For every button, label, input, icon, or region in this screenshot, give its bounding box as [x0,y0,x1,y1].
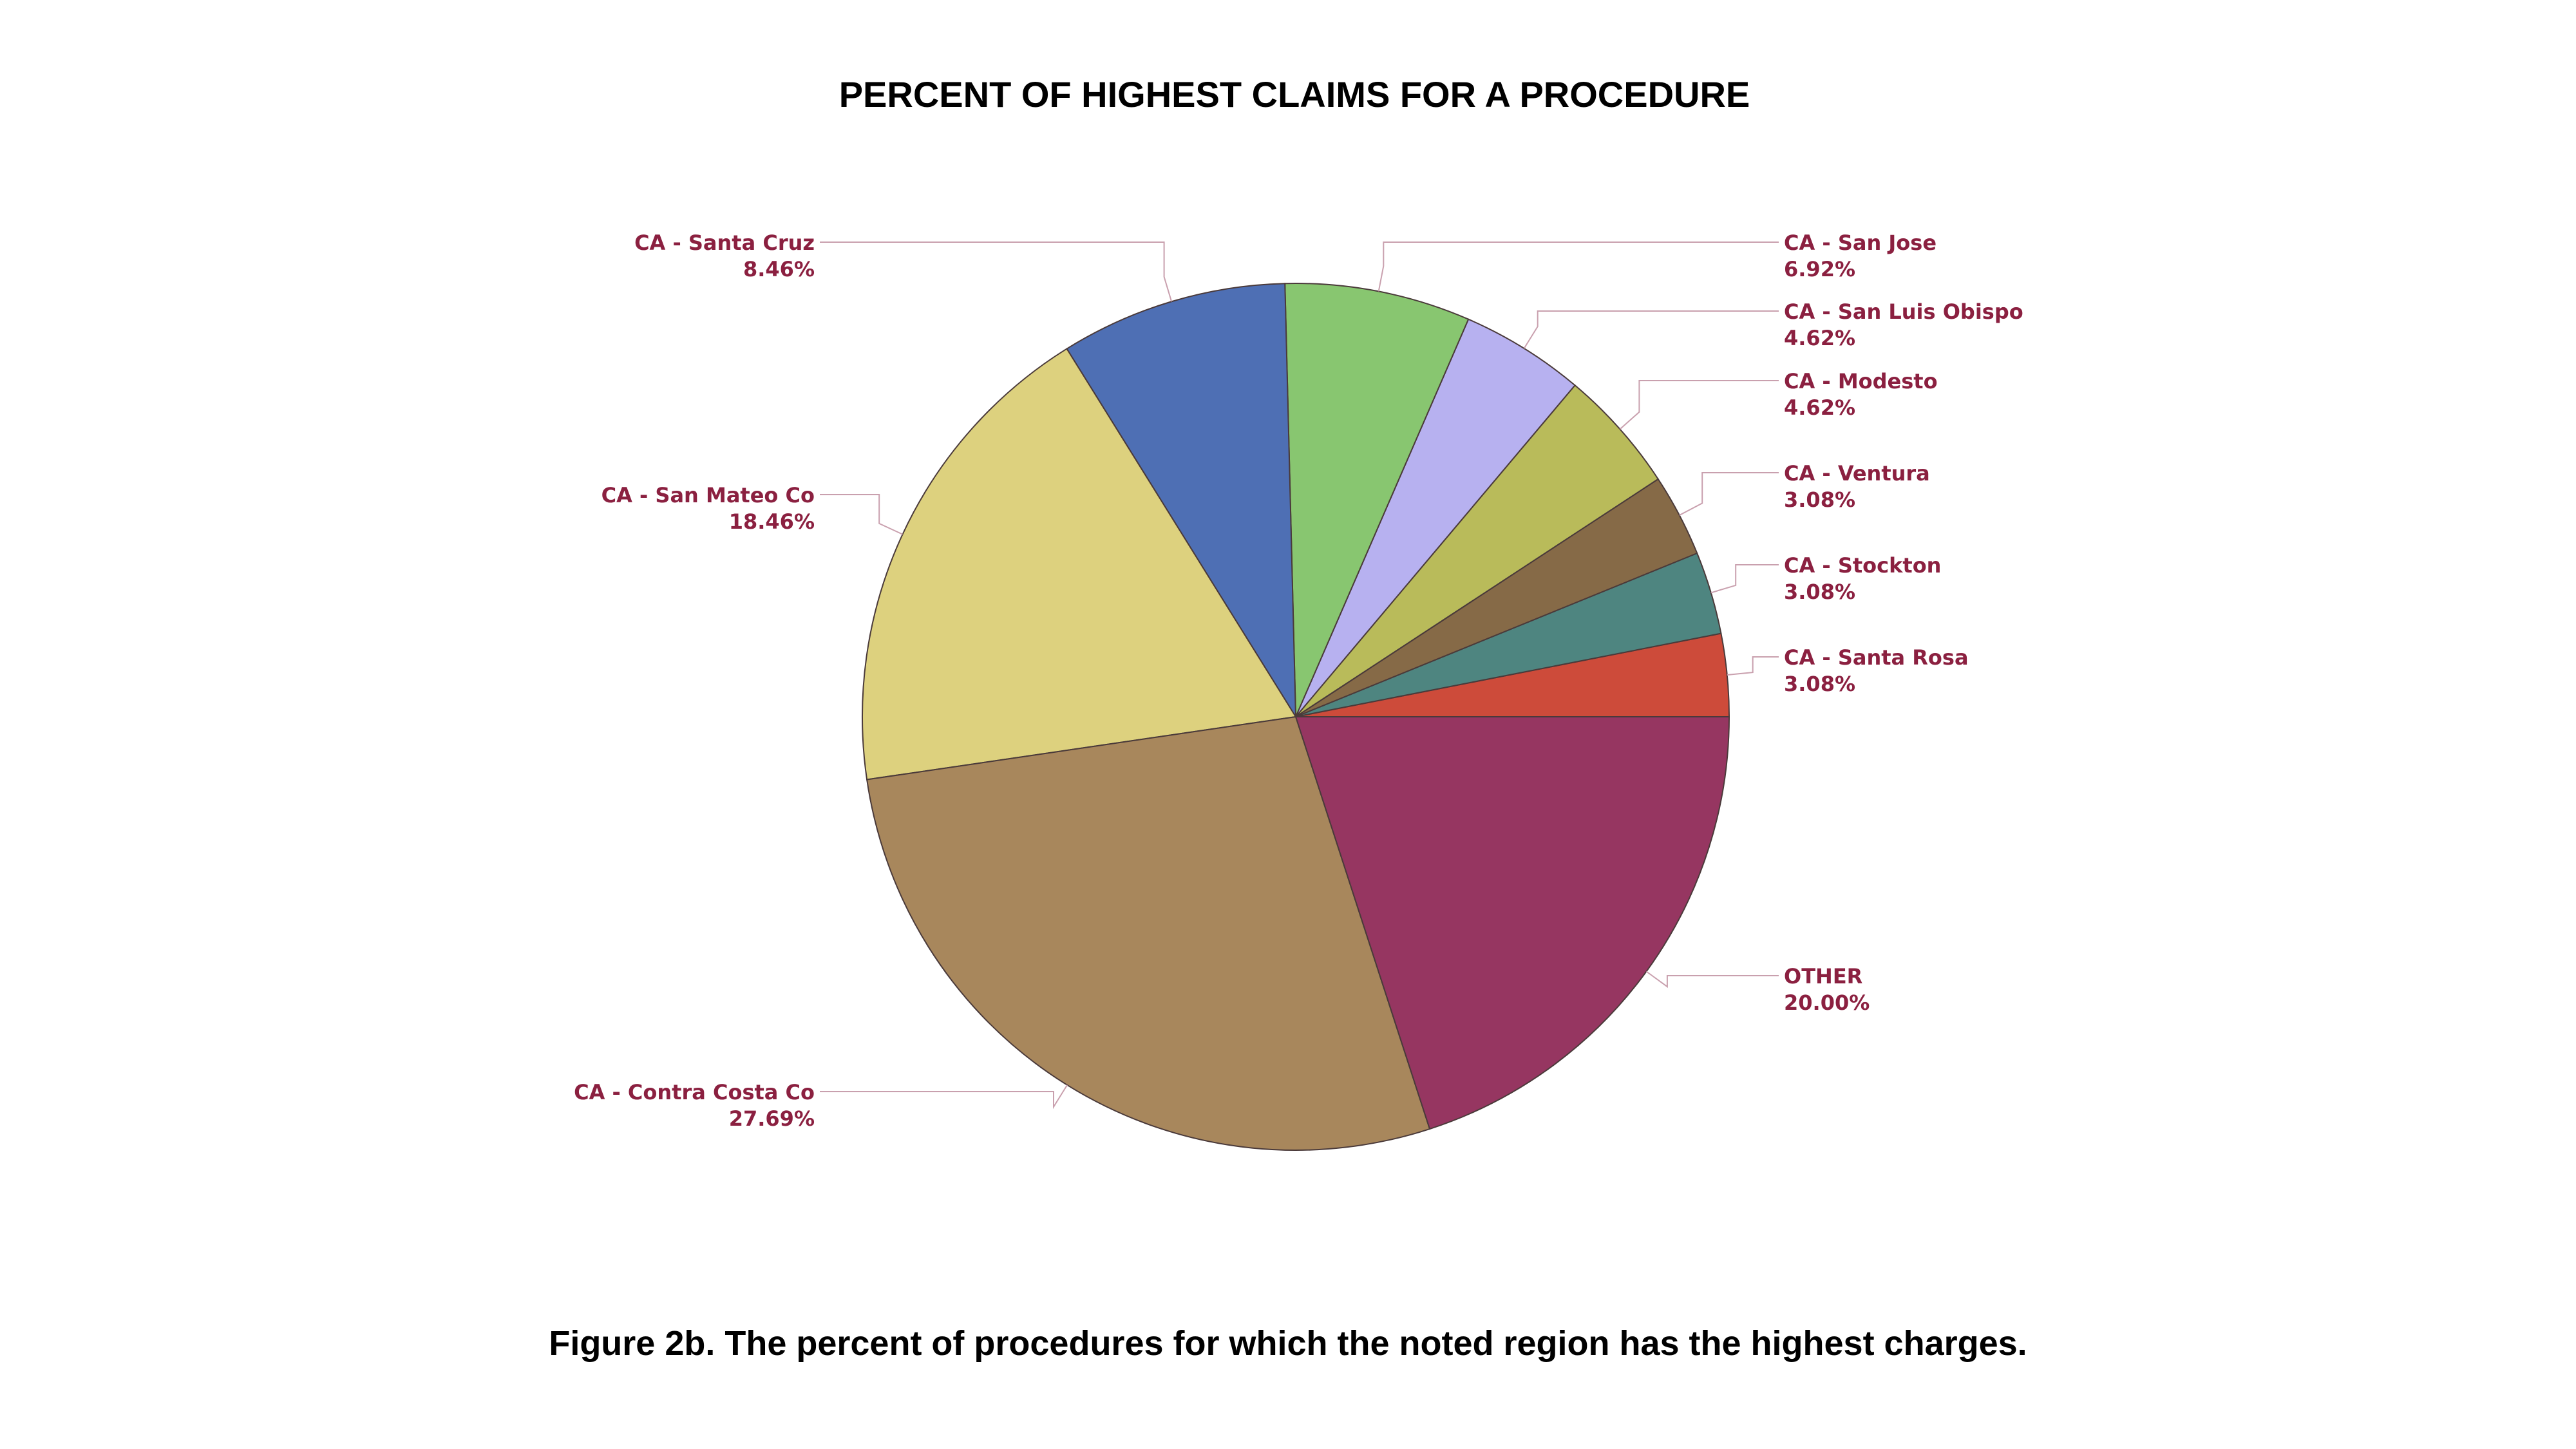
leader-line-ca-ventura [1679,472,1779,516]
leader-line-ca-san-mateo-co [820,494,903,535]
slice-label-ca-san-luis-obispo: CA - San Luis Obispo [1784,299,2023,324]
pie-slice-ca-modesto [1295,384,1660,717]
leader-line-ca-santa-cruz [820,242,1173,302]
slice-value-ca-santa-rosa: 3.08% [1784,672,1855,696]
leader-line-ca-san-luis-obispo [1523,310,1779,349]
figure-caption: Figure 2b. The percent of procedures for… [549,1324,2027,1363]
pie-slice-ca-contra-costa-co [866,715,1431,1151]
slice-value-other: 20.00% [1784,990,1870,1015]
leader-line-ca-santa-rosa [1727,656,1779,676]
slice-label-ca-modesto: CA - Modesto [1784,369,1938,393]
slice-label-other: OTHER [1784,964,1862,989]
slice-value-ca-stockton: 3.08% [1784,580,1855,604]
slice-label-ca-santa-rosa: CA - Santa Rosa [1784,645,1969,670]
slice-label-ca-san-mateo-co: CA - San Mateo Co [601,483,815,507]
leader-line-ca-stockton [1710,564,1779,594]
slice-value-ca-santa-cruz: 8.46% [743,257,815,281]
slice-label-ca-contra-costa-co: CA - Contra Costa Co [574,1080,815,1104]
pie-slice-ca-san-jose [1284,283,1470,717]
slice-value-ca-san-jose: 6.92% [1784,257,1855,281]
slice-label-ca-ventura: CA - Ventura [1784,461,1930,486]
leader-line-ca-san-jose [1378,242,1779,292]
pie-slice-ca-san-mateo-co [862,348,1297,781]
leader-line-ca-contra-costa-co [820,1084,1068,1110]
slice-value-ca-modesto: 4.62% [1784,395,1855,420]
leader-line-ca-modesto [1619,380,1779,430]
chart-title: PERCENT OF HIGHEST CLAIMS FOR A PROCEDUR… [839,74,1750,115]
leader-line-other [1645,971,1779,989]
slice-label-ca-san-jose: CA - San Jose [1784,231,1937,255]
slice-value-ca-ventura: 3.08% [1784,488,1855,512]
slice-label-ca-santa-cruz: CA - Santa Cruz [634,231,815,255]
pie-slices [862,283,1730,1151]
pie-slice-ca-santa-cruz [1066,283,1297,719]
slice-value-ca-san-mateo-co: 18.46% [729,509,815,534]
slice-label-ca-stockton: CA - Stockton [1784,553,1941,578]
slice-value-ca-contra-costa-co: 27.69% [729,1106,815,1131]
slice-value-ca-san-luis-obispo: 4.62% [1784,326,1855,350]
